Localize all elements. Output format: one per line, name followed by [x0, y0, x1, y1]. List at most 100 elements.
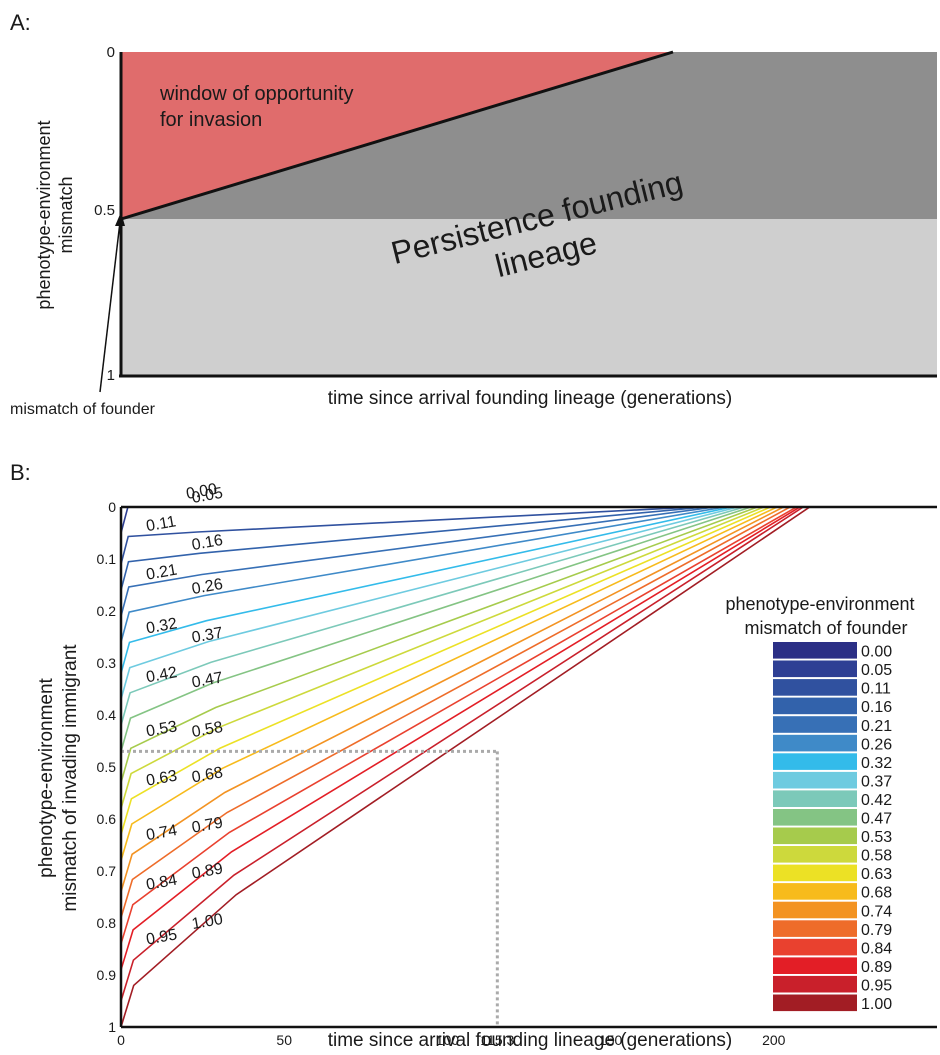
series-line-0-58: [120, 506, 765, 809]
window-label-line-2: for invasion: [160, 109, 262, 131]
legend-swatch-0-21: [773, 716, 857, 733]
curve-label-0-95: 0.95: [145, 926, 179, 948]
panel-b-legend: phenotype-environment mismatch of founder…: [725, 594, 914, 1013]
x-tick-label-5: 200: [762, 1032, 786, 1048]
series-line-0-42: [120, 506, 745, 726]
x-tick-label-3: 115.3: [480, 1032, 514, 1048]
panel-b-y-label-line-2: mismatch of invading immigrant: [60, 644, 81, 912]
y-tick-label-9: 0.9: [97, 967, 117, 983]
panel-b: B: 0.000.050.110.160.210.260.32 0.370.42 0…: [10, 460, 937, 1051]
curve-label-0-26: 0.26: [191, 576, 225, 598]
legend-label-0-00: 0.00: [861, 644, 892, 661]
legend-title-line-1: phenotype-environment: [725, 594, 914, 614]
legend-swatch-0-95: [773, 975, 857, 993]
legend-label-0-26: 0.26: [861, 736, 892, 753]
y-tick-label-10: 1: [108, 1019, 116, 1035]
x-tick-label-0: 0: [117, 1032, 125, 1048]
series-line-0-11: [120, 506, 696, 565]
legend-title-line-2: mismatch of founder: [744, 618, 907, 638]
series-line-0-79: [120, 506, 791, 919]
curve-label-0-79: 0.79: [191, 814, 225, 836]
y-tick-label-5: 0.5: [97, 759, 117, 775]
panel-a: A: 0 0.5 1 window of opportunity for inv…: [10, 10, 937, 418]
curve-label-0-74: 0.74: [145, 822, 179, 844]
legend-label-0-84: 0.84: [861, 940, 892, 957]
panel-a-y-tick-0: 0: [107, 44, 115, 61]
legend-swatch-0-32: [773, 753, 857, 770]
panel-b-y-label: phenotype-environment mismatch of invadi…: [36, 644, 81, 912]
panel-a-y-tick-05: 0.5: [94, 202, 115, 219]
legend-swatch-0-68: [773, 883, 857, 900]
series-line-0-74: [120, 506, 784, 893]
panel-a-y-label-line-2: mismatch: [56, 176, 76, 253]
legend-label-0-05: 0.05: [861, 662, 892, 679]
series-line-0-05: [120, 506, 686, 534]
panel-b-series: [120, 506, 811, 1028]
y-tick-label-3: 0.3: [97, 655, 117, 671]
legend-label-0-11: 0.11: [861, 681, 891, 698]
legend-swatch-1-00: [773, 994, 857, 1012]
legend-label-0-42: 0.42: [861, 792, 892, 809]
series-line-0-32: [120, 506, 732, 674]
persistence-light-region: [121, 219, 937, 376]
panel-b-axes: [119, 505, 937, 1029]
legend-label-0-47: 0.47: [861, 811, 892, 828]
series-line-0-89: [120, 506, 801, 971]
series-line-0-21: [120, 506, 716, 617]
curve-label-0-16: 0.16: [191, 532, 225, 554]
y-tick-label-7: 0.7: [97, 863, 117, 879]
curve-label-0-00: 0.00: [185, 481, 219, 503]
legend-label-0-16: 0.16: [861, 699, 892, 716]
y-tick-label-2: 0.2: [97, 603, 117, 619]
panel-a-x-label: time since arrival founding lineage (gen…: [328, 388, 733, 409]
series-line-0-84: [120, 506, 797, 945]
panel-b-reference-lines: [121, 749, 499, 1027]
curve-label-0-32: 0.32: [145, 615, 179, 637]
panel-b-ticks: 00.10.20.30.40.50.60.70.80.910 50 100 115.3…: [97, 499, 786, 1048]
legend-label-1-00: 1.00: [861, 996, 892, 1013]
curve-label-0-89: 0.89: [191, 860, 225, 882]
curve-label-0-53: 0.53: [145, 718, 179, 740]
panel-b-label: B:: [10, 460, 31, 485]
window-boundary-line: [120, 50, 674, 221]
window-label-line-1: window of opportunity: [159, 83, 353, 105]
legend-swatch-0-37: [773, 771, 857, 789]
y-tick-label-4: 0.4: [97, 707, 117, 723]
x-tick-label-1: 50: [276, 1032, 292, 1048]
y-tick-label-6: 0.6: [97, 811, 117, 827]
series-line-0-68: [120, 506, 778, 861]
legend-label-0-79: 0.79: [861, 922, 892, 939]
curve-label-0-84: 0.84: [145, 872, 179, 894]
panel-b-x-label: time since arrival founding lineage (gen…: [328, 1030, 733, 1051]
x-tick-label-2: 100: [436, 1032, 460, 1048]
curve-label-0-63: 0.63: [145, 768, 179, 790]
legend-swatch-0-74: [773, 901, 857, 919]
legend-swatch-0-42: [773, 790, 857, 807]
curve-label-1-00: 1.00: [191, 911, 225, 933]
panel-a-label: A:: [10, 10, 31, 35]
curve-label-0-37: 0.37: [191, 625, 225, 647]
legend-label-0-68: 0.68: [861, 885, 892, 902]
series-line-0-95: [120, 506, 804, 1002]
panel-b-curve-labels: 0.000.05 0.11 0.16 0.21 0.26 0.32 0.37 0.42 0.47…: [145, 481, 224, 949]
legend-swatch-0-05: [773, 660, 857, 678]
series-line-0-53: [120, 506, 758, 783]
legend-swatch-0-53: [773, 827, 857, 845]
legend-label-0-37: 0.37: [861, 773, 892, 790]
legend-swatch-0-84: [773, 938, 857, 956]
legend-label-0-63: 0.63: [861, 866, 892, 883]
y-tick-label-8: 0.8: [97, 915, 117, 931]
legend-swatch-0-16: [773, 697, 857, 715]
series-line-0-47: [120, 506, 752, 752]
legend-swatch-0-00: [773, 642, 857, 659]
panel-a-y-tick-1: 1: [107, 367, 115, 384]
legend-swatch-0-26: [773, 734, 857, 752]
legend-label-0-89: 0.89: [861, 959, 892, 976]
series-line-1-00: [120, 506, 811, 1028]
panel-a-y-label-line-1: phenotype-environment: [34, 120, 54, 309]
legend-label-0-21: 0.21: [861, 718, 892, 735]
series-line-0-26: [120, 506, 725, 643]
legend-swatch-0-47: [773, 809, 857, 826]
panel-a-y-label: phenotype-environment mismatch: [34, 120, 76, 309]
